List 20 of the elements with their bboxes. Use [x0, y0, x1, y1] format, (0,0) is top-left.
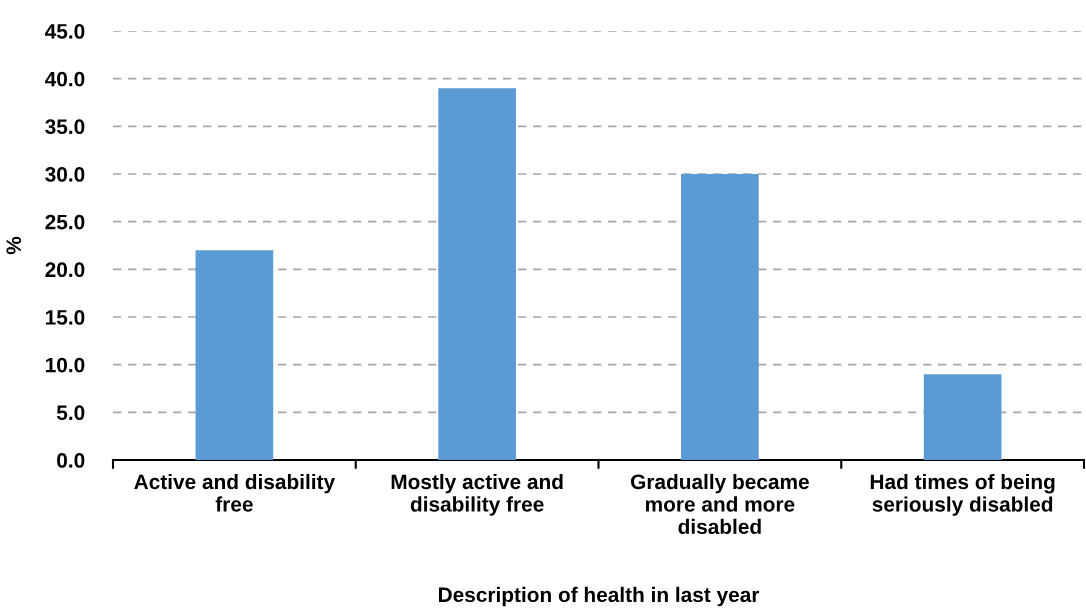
y-tick-label: 20.0 — [45, 262, 85, 278]
y-tick-label: 5.0 — [56, 405, 85, 421]
y-tick-label: 10.0 — [45, 357, 85, 373]
y-tick-label: 40.0 — [44, 71, 85, 87]
y-tick-label: 30.0 — [45, 167, 85, 182]
bar — [681, 174, 759, 460]
y-tick-label: 35.0 — [45, 119, 85, 135]
x-tick-label: Mostly active and disability free — [391, 473, 563, 516]
x-axis-title: Description of health in last year — [438, 586, 760, 607]
x-tick-label: Active and disability free — [134, 473, 335, 512]
y-tick-label: 15.0 — [45, 310, 85, 325]
x-tick-label: Had times of being seriously disabled — [870, 473, 1055, 516]
y-tick-label: 25.0 — [45, 214, 85, 230]
y-tick-label: 45.0 — [44, 24, 85, 39]
y-axis-title: % — [6, 236, 22, 255]
x-tick-label: Gradually became more and more disabled — [630, 473, 809, 535]
bar — [195, 250, 274, 460]
bar — [438, 88, 516, 460]
bar — [923, 374, 1002, 460]
y-tick-label: 0.0 — [57, 453, 85, 468]
